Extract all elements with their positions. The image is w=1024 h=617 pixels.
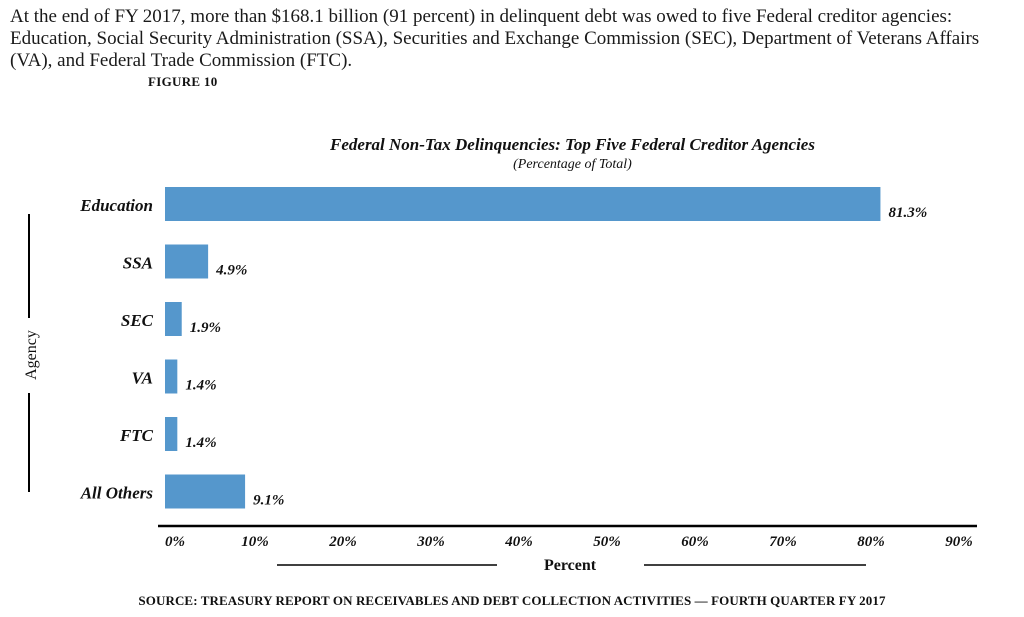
x-tick-label: 40% <box>504 534 533 550</box>
x-tick-label: 10% <box>241 534 269 550</box>
bar-sec <box>165 302 182 336</box>
bar-va <box>165 359 178 394</box>
y-axis-title-group: Agency <box>23 214 40 492</box>
x-tick-label: 50% <box>593 534 621 550</box>
intro-paragraph: At the end of FY 2017, more than $168.1 … <box>10 6 980 71</box>
x-axis-title: Percent <box>544 557 597 574</box>
x-tick-label: 90% <box>945 534 973 550</box>
bar-ssa <box>165 244 209 279</box>
category-label: All Others <box>80 484 154 503</box>
source-note: SOURCE: TREASURY REPORT ON RECEIVABLES A… <box>138 593 886 608</box>
category-label: VA <box>132 369 153 388</box>
bar-ftc <box>165 417 178 451</box>
bar-education <box>165 187 881 221</box>
chart-subtitle: (Percentage of Total) <box>513 157 632 172</box>
x-tick-label: 30% <box>416 534 445 550</box>
category-label: FTC <box>119 426 154 445</box>
x-tick-label: 20% <box>328 534 357 550</box>
x-tick-label: 0% <box>165 534 185 550</box>
labels-layer: Education 81.3% SSA 4.9% SEC 1.9% VA 1.4% FTC 1.4… <box>79 196 927 509</box>
x-axis: 0% 10% 20% 30% 40% 50% 60% 70% 80% 90% Percent <box>158 524 977 574</box>
bars-layer <box>165 187 881 509</box>
figure-label: FIGURE 10 <box>148 74 218 89</box>
y-axis-title: Agency <box>23 330 40 380</box>
value-label: 1.4% <box>185 435 216 451</box>
category-label: Education <box>79 196 153 215</box>
value-label: 81.3% <box>888 205 927 221</box>
value-label: 9.1% <box>253 493 284 509</box>
bar-all-others <box>165 474 246 509</box>
value-label: 1.4% <box>185 378 216 394</box>
x-tick-label: 70% <box>769 534 797 550</box>
x-tick-label: 60% <box>681 534 709 550</box>
value-label: 4.9% <box>215 263 247 279</box>
chart-title: Federal Non-Tax Delinquencies: Top Five … <box>330 135 815 154</box>
category-label: SEC <box>121 311 154 330</box>
x-tick-label: 80% <box>857 534 885 550</box>
category-label: SSA <box>123 254 153 273</box>
value-label: 1.9% <box>190 320 221 336</box>
